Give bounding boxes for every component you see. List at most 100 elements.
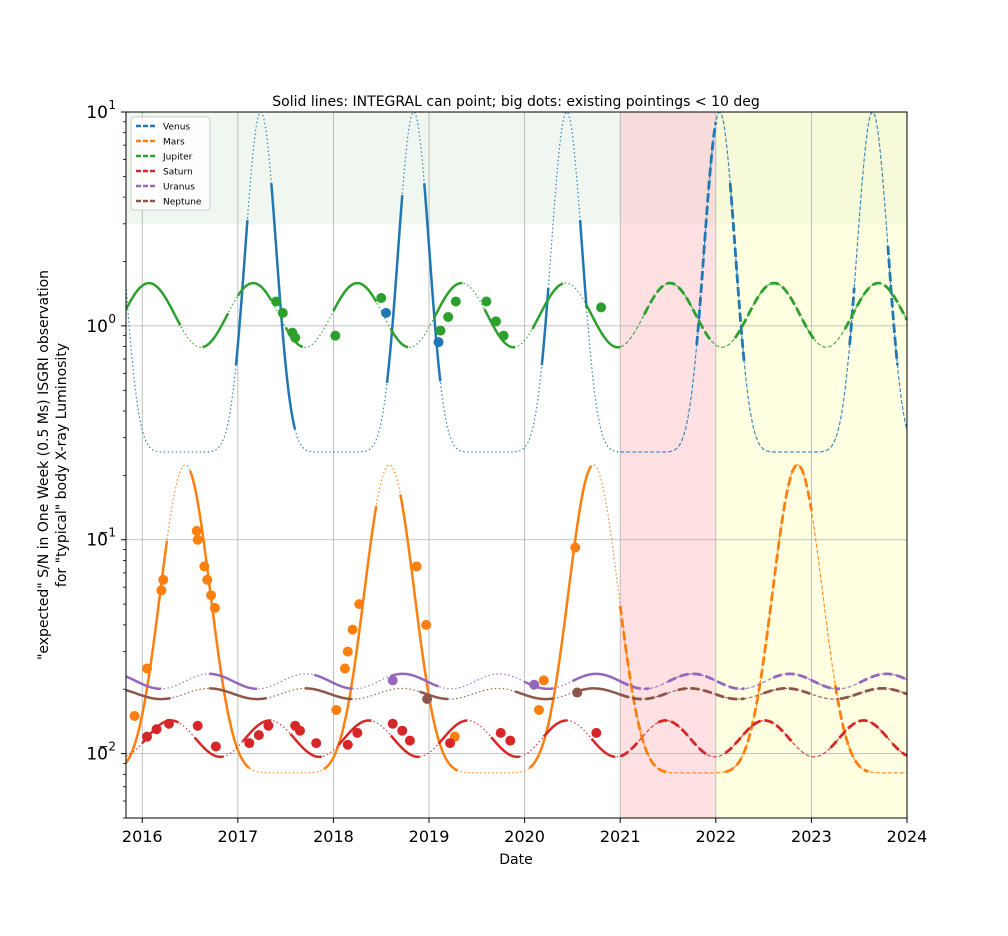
legend-label: Neptune <box>163 198 202 208</box>
pointing-dot <box>129 710 140 721</box>
series-line-thin-dashed <box>620 112 907 453</box>
pointing-dot <box>411 561 422 572</box>
series-line-solid <box>126 688 171 701</box>
series-line-solid <box>483 308 516 349</box>
pointing-dot <box>533 704 544 715</box>
series-line-solid <box>432 281 463 319</box>
x-tick-label: 2024 <box>887 827 928 846</box>
shaded-region <box>620 112 716 818</box>
series-line-dashed <box>642 281 713 342</box>
series-line-solid <box>528 465 593 770</box>
pointing-dot <box>381 307 392 318</box>
series-line-solid <box>209 672 257 691</box>
x-tick-label: 2018 <box>313 827 354 846</box>
series-line-solid <box>188 470 251 770</box>
series-line-solid <box>590 737 616 759</box>
x-axis-ticks: 2016 2017 2018 2019 2020 2021 2022 2023 2024 <box>122 818 927 846</box>
series-line-dashed <box>772 672 841 691</box>
series-line-solid <box>126 281 182 326</box>
x-tick-label: 2020 <box>504 827 545 846</box>
pointing-dot <box>164 718 175 729</box>
series-line-dashed <box>858 672 907 685</box>
series-line-solid <box>241 719 272 743</box>
pointing-dot <box>206 590 217 601</box>
series-line-dashed <box>763 686 812 696</box>
series-line-solid <box>419 690 449 701</box>
pointing-dot <box>330 330 341 341</box>
y-axis-label-line1: "expected" S/N in One Week (0.5 Ms) ISGR… <box>36 270 52 660</box>
series-line-solid <box>314 673 353 691</box>
plot-frame <box>125 111 908 819</box>
series-line-solid <box>236 281 273 301</box>
series-line-dashed <box>886 246 899 366</box>
legend-label: Venus <box>163 123 190 133</box>
y-tick-exponent: −2 <box>98 740 116 754</box>
pointing-dot <box>433 337 444 348</box>
x-tick-label: 2021 <box>600 827 641 846</box>
y-tick-label: 10 <box>86 531 108 551</box>
series-line-dashed <box>695 122 718 345</box>
pointing-dot <box>538 675 549 686</box>
pointing-dot <box>158 574 169 585</box>
series-line-dashed <box>619 691 669 701</box>
pointing-dot <box>156 585 167 596</box>
series-line-dotted <box>126 673 621 690</box>
x-tick-label: 2016 <box>122 827 163 846</box>
pointing-dot <box>376 292 387 303</box>
series-line-dashed <box>725 463 813 774</box>
y-tick-exponent: 1 <box>108 98 116 112</box>
chart-title: Solid lines: INTEGRAL can point; big dot… <box>272 94 759 110</box>
pointing-dot <box>253 730 264 741</box>
y-tick-exponent: −1 <box>98 526 116 540</box>
y-tick-label: 10 <box>86 745 108 765</box>
series-line-solid <box>423 183 442 382</box>
series-line-solid <box>585 305 621 349</box>
series-line-dashed <box>657 719 707 756</box>
pointing-dot <box>435 325 446 336</box>
series-line-dashed <box>619 680 650 691</box>
series-line-solid <box>193 736 224 759</box>
pointing-dot <box>192 534 203 545</box>
pointing-dot <box>505 735 516 746</box>
pointing-dot <box>271 296 282 307</box>
pointing-dot <box>443 312 454 323</box>
y-tick-label: 10 <box>86 103 108 123</box>
series-line-solid <box>389 734 420 759</box>
series-line-solid <box>332 281 378 312</box>
series-line-solid <box>289 733 322 759</box>
shaded-regions <box>126 112 907 818</box>
series-line-dashed <box>733 281 818 343</box>
series-line-dashed <box>829 719 889 749</box>
legend: Venus Mars Jupiter Saturn Uranus Neptune <box>130 116 211 211</box>
pointing-dot <box>202 574 213 585</box>
series-line-dashed <box>667 672 745 691</box>
pointing-dot <box>490 316 501 327</box>
series-line-dashed <box>843 281 907 330</box>
series-line-solid <box>270 183 297 430</box>
series-line-dashed <box>724 719 794 755</box>
series-line-dashed <box>891 742 907 757</box>
y-axis-ticks: 10 110 010−110−2 <box>86 98 126 819</box>
series-line-dotted <box>126 112 621 453</box>
x-tick-label: 2022 <box>695 827 736 846</box>
series-line-solid <box>390 672 440 688</box>
x-tick-label: 2019 <box>409 827 450 846</box>
legend-label: Jupiter <box>162 153 193 163</box>
series-curves <box>126 112 907 774</box>
series-line-dashed <box>833 684 869 773</box>
pointing-dot <box>192 720 203 731</box>
y-tick-exponent: 0 <box>108 312 116 326</box>
legend-label: Saturn <box>163 168 193 178</box>
series-line-dashed <box>728 183 746 364</box>
series-line-solid <box>490 736 521 759</box>
pointing-dot <box>331 704 342 715</box>
pointing-dot <box>529 679 540 690</box>
pointing-dot <box>591 727 602 738</box>
series-line-solid <box>385 195 404 384</box>
pointing-dot <box>191 525 202 536</box>
pointing-dot <box>397 725 408 736</box>
pointing-dot <box>142 663 153 674</box>
y-tick-label: 10 <box>86 317 108 337</box>
pointing-dot <box>151 724 162 735</box>
